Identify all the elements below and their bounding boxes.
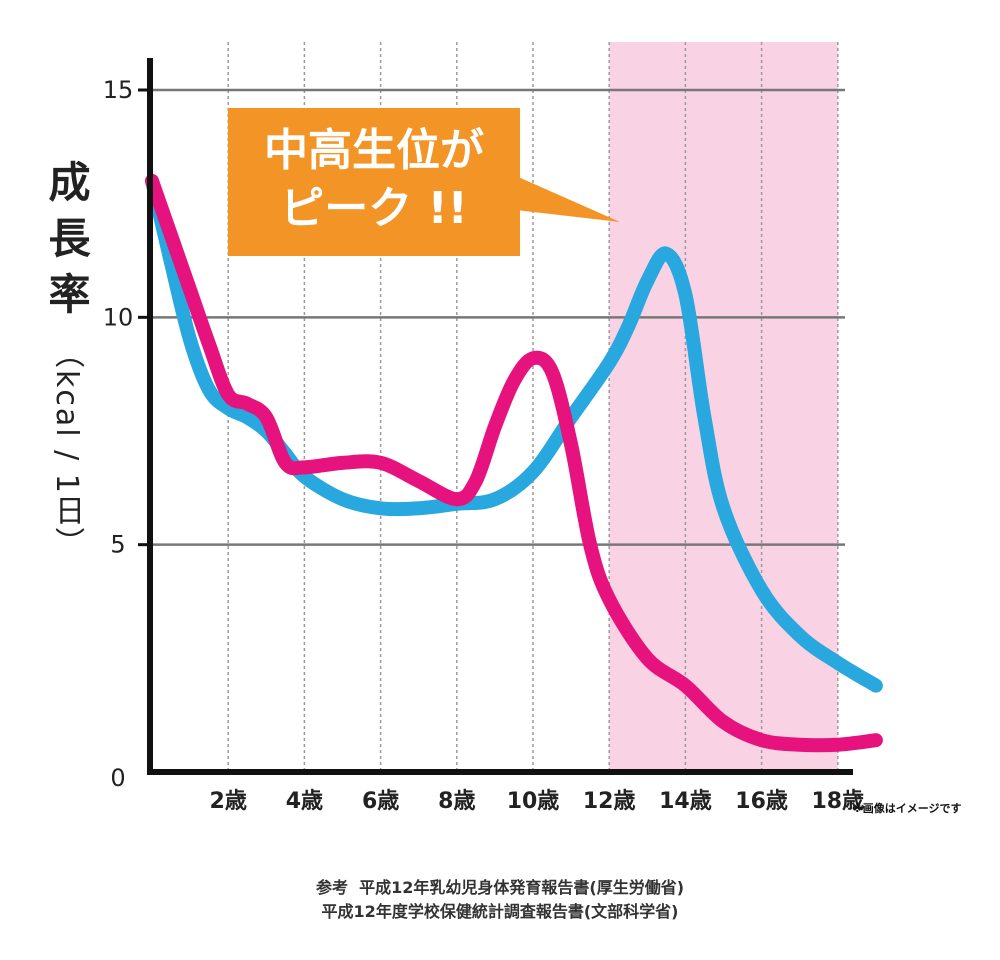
y-tick-label: 15 [103,76,134,104]
callout-pointer [516,176,620,222]
y-axis-label: 成長率 （kcal / 1日） [36,160,96,559]
x-tick-label: 18歳 [811,789,864,814]
y-axis-unit: （kcal / 1日） [49,338,84,559]
x-tick-label: 14歳 [659,789,712,814]
callout-line-1: 中高生位が [264,125,484,176]
x-tick-label: 2歳 [210,789,247,814]
x-tick-label: 4歳 [286,789,323,814]
y-tick-label: 10 [103,303,134,331]
series-line-2 [145,173,883,753]
x-tick-label: 10歳 [507,789,560,814]
x-tick-label: 16歳 [735,789,788,814]
reference-line-1: 参考 平成12年乳幼児身体発育報告書(厚生労働省) [315,878,685,897]
x-tick-label: 12歳 [583,789,636,814]
references: 参考 平成12年乳幼児身体発育報告書(厚生労働省) 平成12年度学校保健統計調査… [0,876,1000,924]
reference-line-2: 平成12年度学校保健統計調査報告書(文部科学省) [321,902,679,921]
x-tick-label: 6歳 [362,789,399,814]
y-axis-title: 成長率 [42,160,91,328]
x-tick-label: 8歳 [438,789,475,814]
series-line-1 [145,173,883,693]
y-tick-label: 0 [110,764,125,792]
callout-line-2: ピーク !! [280,183,468,234]
peak-callout: 中高生位が ピーク !! [228,108,520,256]
y-tick-label: 5 [110,531,125,559]
image-note: ※画像はイメージです [852,802,962,815]
